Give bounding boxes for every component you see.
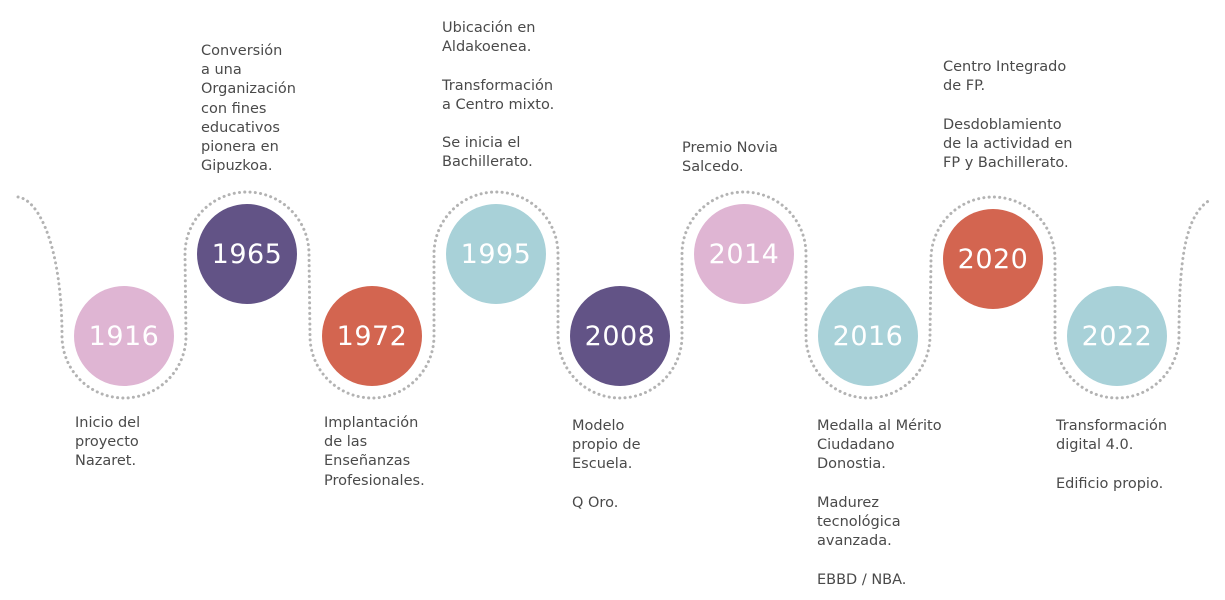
description-item: Inicio del proyecto Nazaret.: [75, 415, 141, 470]
milestone-description-1972: Implantación de las Enseñanzas Profesion…: [324, 414, 425, 491]
year-circle-2016: 2016: [818, 286, 918, 386]
description-item: EBBD / NBA.: [817, 571, 907, 588]
timeline-dotted-line: [16, 190, 1212, 400]
milestone-description-1995: Ubicación en Aldakoenea. Transformación a…: [442, 19, 554, 173]
description-item: Desdoblamiento de la actividad en FP y B…: [943, 116, 1073, 171]
year-circle-1965: 1965: [197, 204, 297, 304]
year-label: 2014: [708, 238, 780, 270]
year-label: 1916: [88, 320, 160, 352]
milestone-description-2008: Modelo propio de Escuela. Q Oro.: [572, 417, 641, 513]
description-item: Se inicia el Bachillerato.: [442, 135, 533, 171]
milestone-description-2016: Medalla al Mérito Ciudadano Donostia. Mad…: [817, 417, 942, 590]
description-item: Transformación digital 4.0.: [1056, 418, 1168, 454]
description-item: Implantación de las Enseñanzas Profesion…: [324, 415, 425, 489]
description-item: Madurez tecnológica avanzada.: [817, 494, 901, 550]
year-label: 2016: [832, 320, 904, 352]
year-circle-2008: 2008: [570, 286, 670, 386]
year-label: 2022: [1081, 320, 1153, 352]
year-label: 2020: [957, 243, 1029, 275]
year-label: 2008: [584, 320, 656, 352]
description-item: Transformación a Centro mixto.: [442, 77, 555, 113]
description-item: Modelo propio de Escuela.: [572, 418, 641, 473]
year-circle-2020: 2020: [943, 209, 1043, 309]
milestone-description-2022: Transformación digital 4.0. Edificio prop…: [1056, 417, 1167, 494]
milestone-description-1916: Inicio del proyecto Nazaret.: [75, 414, 140, 472]
description-item: Premio Novia Salcedo.: [682, 140, 778, 176]
description-item: Q Oro.: [572, 494, 619, 511]
year-circle-1972: 1972: [322, 286, 422, 386]
description-item: Edificio propio.: [1056, 475, 1164, 492]
milestone-description-1965: Conversión a una Organización con fines …: [201, 42, 296, 176]
description-item: Medalla al Mérito Ciudadano Donostia.: [817, 418, 942, 473]
year-circle-2014: 2014: [694, 204, 794, 304]
milestone-description-2020: Centro Integrado de FP. Desdoblamiento de…: [943, 58, 1072, 173]
year-label: 1995: [460, 238, 532, 270]
milestone-description-2014: Premio Novia Salcedo.: [682, 139, 778, 177]
description-item: Centro Integrado de FP.: [943, 59, 1067, 95]
description-item: Ubicación en Aldakoenea.: [442, 20, 536, 56]
year-label: 1972: [336, 320, 408, 352]
year-circle-1916: 1916: [74, 286, 174, 386]
year-circle-2022: 2022: [1067, 286, 1167, 386]
year-circle-1995: 1995: [446, 204, 546, 304]
year-label: 1965: [211, 238, 283, 270]
description-item: Conversión a una Organización con fines …: [201, 43, 296, 175]
